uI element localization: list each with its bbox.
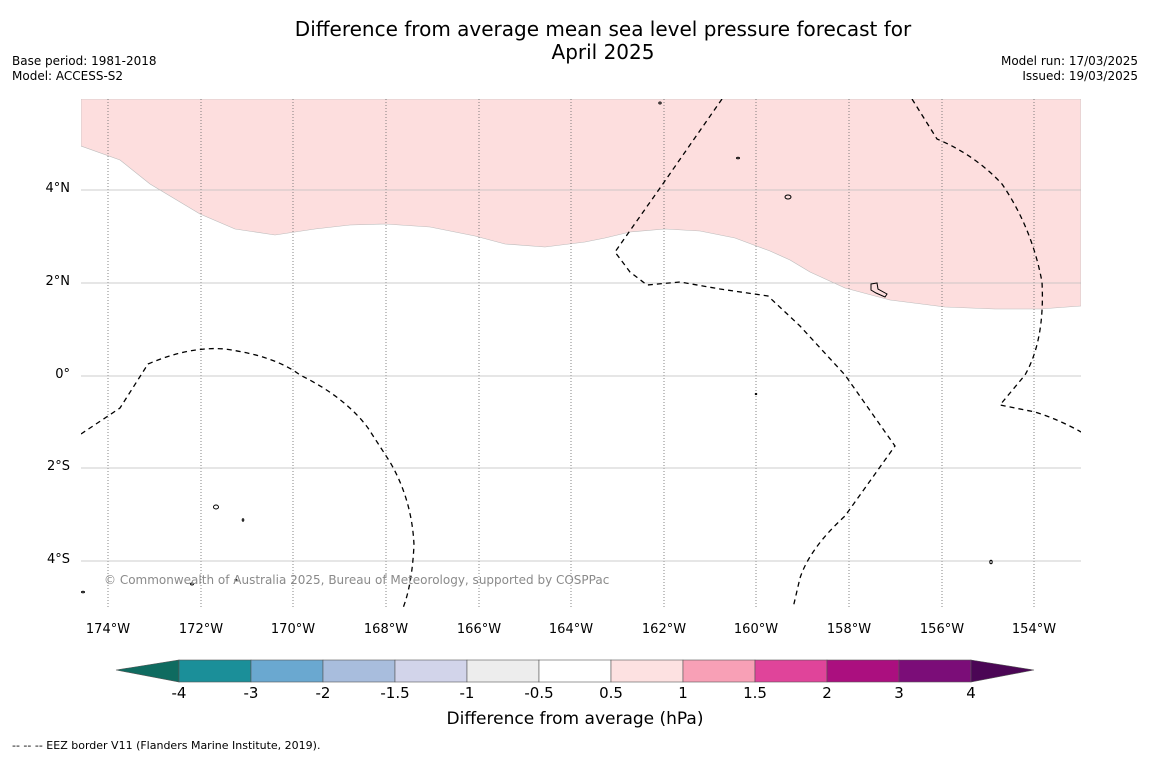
island	[736, 156, 740, 160]
lon-label: 168°W	[363, 622, 409, 637]
island	[754, 392, 758, 396]
colorbar-swatch	[178, 659, 252, 683]
colorbar-tick: -3	[243, 684, 259, 702]
colorbar-tick: -1.5	[380, 684, 410, 702]
model-run-text: Model run: 17/03/2025	[1000, 54, 1138, 68]
lon-label: 162°W	[641, 622, 687, 637]
map-area	[81, 99, 1081, 608]
colorbar-swatch	[394, 659, 468, 683]
colorbar-extend-min	[115, 659, 180, 683]
lon-label: 174°W	[85, 622, 131, 637]
lon-label: 158°W	[826, 622, 872, 637]
colorbar-tick: 1	[678, 684, 688, 702]
lat-label: 2°N	[45, 274, 71, 289]
colorbar-label: Difference from average (hPa)	[446, 709, 704, 729]
lat-label: 0°	[55, 367, 70, 382]
colorbar-swatch	[466, 659, 540, 683]
colorbar	[115, 659, 1035, 683]
island	[989, 559, 993, 565]
lon-label: 154°W	[1011, 622, 1057, 637]
colorbar-tick: -4	[171, 684, 187, 702]
eez-kiribati-west	[81, 347, 415, 608]
issued-text: Issued: 19/03/2025	[1022, 69, 1138, 83]
lat-label: 4°S	[46, 552, 70, 567]
colorbar-tick: -1	[459, 684, 475, 702]
kiritimati-island	[870, 282, 888, 298]
lon-label: 166°W	[456, 622, 502, 637]
model-text: Model: ACCESS-S2	[12, 69, 124, 83]
lat-label: 4°N	[45, 181, 71, 196]
colorbar-swatch	[898, 659, 972, 683]
island	[658, 101, 662, 105]
island	[784, 194, 792, 200]
model-info: Base period: 1981-2018 Model: ACCESS-S2	[12, 54, 157, 84]
island	[213, 504, 219, 510]
title-line-1: Difference from average mean sea level p…	[294, 17, 912, 41]
colorbar-tick: -2	[315, 684, 331, 702]
lon-label: 172°W	[178, 622, 224, 637]
colorbar-extend-max	[970, 659, 1035, 683]
colorbar-swatch	[610, 659, 684, 683]
island	[190, 582, 194, 586]
colorbar-swatch	[538, 659, 612, 683]
colorbar-swatch	[250, 659, 324, 683]
latitude-gridlines	[81, 189, 1081, 562]
lon-label: 160°W	[733, 622, 779, 637]
positive-anomaly-shading	[81, 99, 1081, 310]
colorbar-swatch	[826, 659, 900, 683]
eez-line-islands-north	[614, 99, 896, 608]
lon-label: 156°W	[919, 622, 965, 637]
map-title: Difference from average mean sea level p…	[0, 18, 1150, 64]
island	[81, 590, 85, 594]
island	[241, 518, 245, 522]
lon-label: 164°W	[548, 622, 594, 637]
lat-label: 2°S	[46, 459, 70, 474]
colorbar-swatch	[322, 659, 396, 683]
colorbar-swatch	[754, 659, 828, 683]
colorbar-tick: 4	[966, 684, 976, 702]
colorbar-tick: 1.5	[743, 684, 767, 702]
colorbar-tick: -0.5	[524, 684, 554, 702]
colorbar-tick: 0.5	[599, 684, 623, 702]
island	[234, 578, 238, 582]
islands	[81, 101, 993, 594]
run-info: Model run: 17/03/2025 Issued: 19/03/2025	[1001, 54, 1138, 84]
colorbar-swatch	[682, 659, 756, 683]
eez-east	[911, 99, 1081, 433]
eez-borders	[81, 99, 1081, 608]
title-line-2: April 2025	[551, 40, 655, 64]
copyright-notice: © Commonwealth of Australia 2025, Bureau…	[104, 573, 610, 587]
colorbar-tick: 2	[822, 684, 832, 702]
colorbar-tick: 3	[894, 684, 904, 702]
base-period-text: Base period: 1981-2018	[12, 54, 157, 68]
eez-legend-note: -- -- -- EEZ border V11 (Flanders Marine…	[12, 739, 321, 752]
longitude-gridlines	[107, 99, 1035, 608]
lon-label: 170°W	[270, 622, 316, 637]
